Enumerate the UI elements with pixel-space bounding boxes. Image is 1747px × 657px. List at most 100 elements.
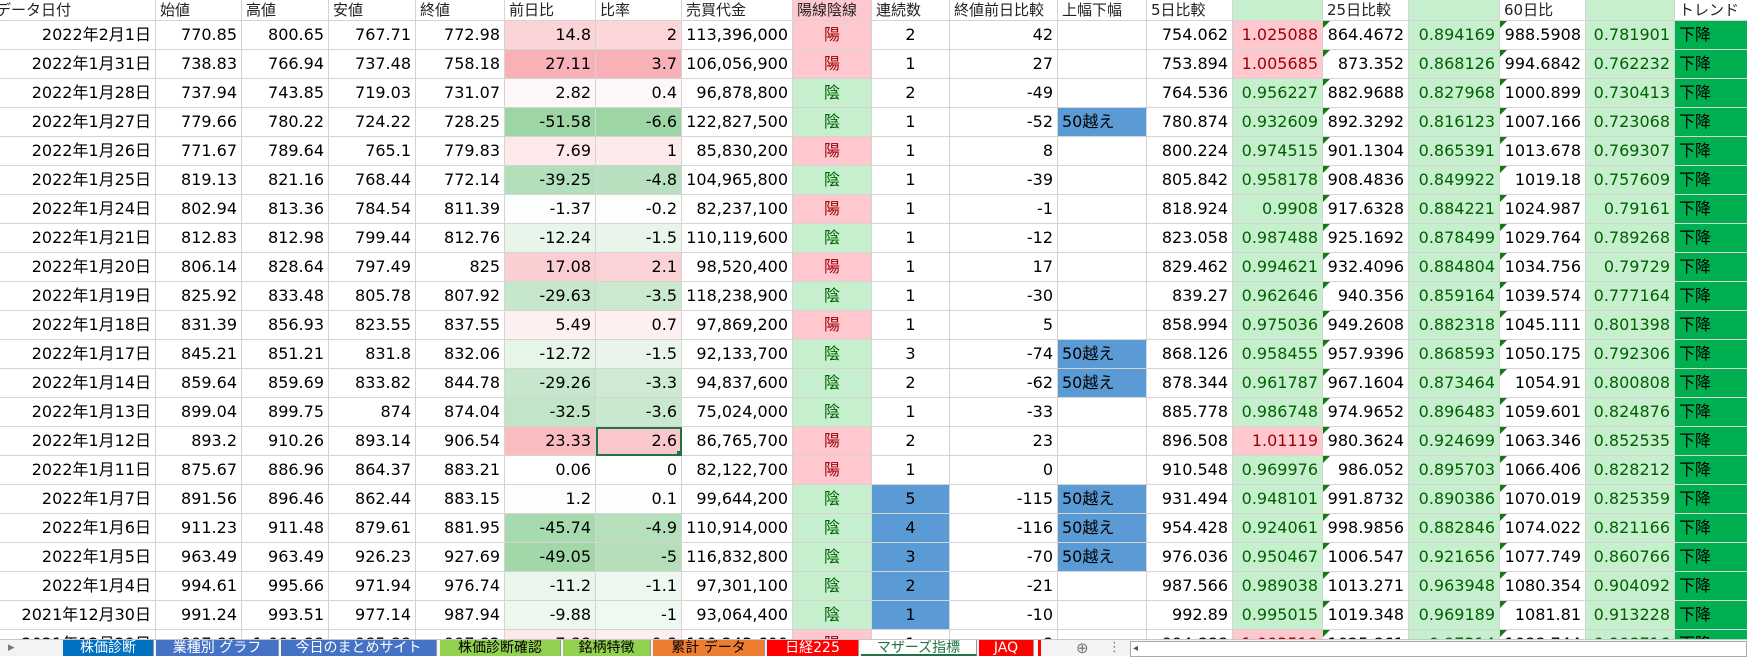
error-indicator-icon[interactable]: [1500, 514, 1507, 521]
cell-date[interactable]: 2022年1月7日: [0, 485, 156, 514]
cell-date[interactable]: 2022年1月27日: [0, 108, 156, 137]
cell-ma5[interactable]: 754.062: [1147, 21, 1233, 50]
cell-close[interactable]: 987.94: [416, 601, 505, 630]
cell-trend[interactable]: 下降: [1675, 340, 1747, 369]
cell-ma60-ratio[interactable]: 0.769307: [1586, 137, 1675, 166]
cell-high[interactable]: 886.96: [242, 456, 329, 485]
cell-candle-type[interactable]: 陽: [793, 630, 872, 639]
cell-date[interactable]: 2022年1月4日: [0, 572, 156, 601]
cell-ma60[interactable]: 1039.574: [1500, 282, 1586, 311]
cell-ma5-ratio[interactable]: 0.961787: [1233, 369, 1323, 398]
cell-ma25-ratio[interactable]: 0.865391: [1409, 137, 1500, 166]
cell-ma60-ratio[interactable]: 0.762232: [1586, 50, 1675, 79]
cell-close[interactable]: 825: [416, 253, 505, 282]
cell-high[interactable]: 911.48: [242, 514, 329, 543]
cell-date[interactable]: 2022年2月1日: [0, 21, 156, 50]
cell-ma5[interactable]: 994.888: [1147, 630, 1233, 639]
sheet-tab[interactable]: 今日のまとめサイト: [281, 640, 437, 656]
cell-trend[interactable]: 下降: [1675, 137, 1747, 166]
error-indicator-icon[interactable]: [1323, 50, 1330, 57]
cell-range-flag[interactable]: [1058, 456, 1147, 485]
cell-ma60-ratio[interactable]: 0.757609: [1586, 166, 1675, 195]
cell-change-rate[interactable]: -1.5: [596, 340, 682, 369]
error-indicator-icon[interactable]: [1323, 340, 1330, 347]
error-indicator-icon[interactable]: [1323, 543, 1330, 550]
cell-ma5-ratio[interactable]: 0.956227: [1233, 79, 1323, 108]
column-header-high[interactable]: 高値: [242, 0, 329, 21]
cell-ma5[interactable]: 858.994: [1147, 311, 1233, 340]
cell-date[interactable]: 2021年12月30日: [0, 601, 156, 630]
cell-ma5-ratio[interactable]: 0.962646: [1233, 282, 1323, 311]
cell-change[interactable]: 2.82: [505, 79, 596, 108]
cell-change-rate[interactable]: 2.1: [596, 253, 682, 282]
cell-candle-type[interactable]: 陰: [793, 572, 872, 601]
cell-ma25[interactable]: 957.9396: [1323, 340, 1409, 369]
error-indicator-icon[interactable]: [1323, 79, 1330, 86]
cell-candle-type[interactable]: 陰: [793, 514, 872, 543]
cell-range-flag[interactable]: [1058, 166, 1147, 195]
cell-ma60-ratio[interactable]: 0.789268: [1586, 224, 1675, 253]
column-header-open[interactable]: 始値: [156, 0, 242, 21]
cell-change[interactable]: 1.2: [505, 485, 596, 514]
error-indicator-icon[interactable]: [1500, 398, 1507, 405]
cell-close[interactable]: 883.15: [416, 485, 505, 514]
cell-date[interactable]: 2022年1月18日: [0, 311, 156, 340]
cell-date[interactable]: 2022年1月20日: [0, 253, 156, 282]
sheet-tab[interactable]: 株価診断確認: [440, 640, 561, 656]
cell-change-rate[interactable]: -5: [596, 543, 682, 572]
cell-ma5[interactable]: 868.126: [1147, 340, 1233, 369]
cell-open[interactable]: 779.66: [156, 108, 242, 137]
cell-candle-type[interactable]: 陽: [793, 456, 872, 485]
cell-trading-value[interactable]: 94,837,600: [682, 369, 793, 398]
cell-streak-count[interactable]: 1: [872, 282, 950, 311]
cell-ma25-ratio[interactable]: 0.873464: [1409, 369, 1500, 398]
cell-ma5-ratio[interactable]: 0.958178: [1233, 166, 1323, 195]
cell-ma60-ratio[interactable]: 0.730413: [1586, 79, 1675, 108]
column-header-range-flag[interactable]: 上幅下幅: [1058, 0, 1147, 21]
cell-low[interactable]: 874: [329, 398, 416, 427]
error-indicator-icon[interactable]: [1500, 311, 1507, 318]
cell-close-diff[interactable]: -10: [950, 601, 1058, 630]
cell-ma5[interactable]: 780.874: [1147, 108, 1233, 137]
cell-open[interactable]: 819.13: [156, 166, 242, 195]
cell-candle-type[interactable]: 陰: [793, 543, 872, 572]
cell-close-diff[interactable]: -30: [950, 282, 1058, 311]
cell-ma5[interactable]: 823.058: [1147, 224, 1233, 253]
cell-streak-count[interactable]: 3: [872, 543, 950, 572]
cell-close-diff[interactable]: 8: [950, 630, 1058, 639]
cell-change[interactable]: -1.37: [505, 195, 596, 224]
cell-ma25-ratio[interactable]: 0.884221: [1409, 195, 1500, 224]
cell-trading-value[interactable]: 97,301,100: [682, 572, 793, 601]
cell-ma25-ratio[interactable]: 0.859164: [1409, 282, 1500, 311]
cell-low[interactable]: 765.1: [329, 137, 416, 166]
error-indicator-icon[interactable]: [1323, 166, 1330, 173]
cell-open[interactable]: 845.21: [156, 340, 242, 369]
cell-ma5[interactable]: 805.842: [1147, 166, 1233, 195]
cell-open[interactable]: 802.94: [156, 195, 242, 224]
cell-change-rate[interactable]: 3.7: [596, 50, 682, 79]
cell-high[interactable]: 1,000.88: [242, 630, 329, 639]
cell-range-flag[interactable]: 50越え: [1058, 340, 1147, 369]
cell-streak-count[interactable]: 1: [872, 601, 950, 630]
cell-ma5-ratio[interactable]: 1.005685: [1233, 50, 1323, 79]
cell-close[interactable]: 881.95: [416, 514, 505, 543]
cell-date[interactable]: 2022年1月11日: [0, 456, 156, 485]
cell-close[interactable]: 844.78: [416, 369, 505, 398]
cell-ma60-ratio[interactable]: 0.821166: [1586, 514, 1675, 543]
cell-change-rate[interactable]: 1: [596, 137, 682, 166]
cell-low[interactable]: 864.37: [329, 456, 416, 485]
cell-close[interactable]: 927.69: [416, 543, 505, 572]
cell-ma60[interactable]: 1080.354: [1500, 572, 1586, 601]
sheet-tab[interactable]: 累計 データ: [653, 640, 765, 656]
cell-ma25[interactable]: 967.1604: [1323, 369, 1409, 398]
cell-ma25[interactable]: 1019.348: [1323, 601, 1409, 630]
cell-ma25-ratio[interactable]: 0.868593: [1409, 340, 1500, 369]
cell-range-flag[interactable]: [1058, 79, 1147, 108]
cell-range-flag[interactable]: 50越え: [1058, 369, 1147, 398]
cell-ma60[interactable]: 1054.91: [1500, 369, 1586, 398]
cell-ma5-ratio[interactable]: 1.025088: [1233, 21, 1323, 50]
cell-open[interactable]: 738.83: [156, 50, 242, 79]
cell-open[interactable]: 737.94: [156, 79, 242, 108]
cell-low[interactable]: 833.82: [329, 369, 416, 398]
more-icon[interactable]: ⋮: [1108, 640, 1121, 655]
